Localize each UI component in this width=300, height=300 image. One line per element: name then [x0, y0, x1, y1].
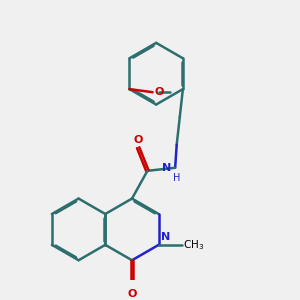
- Text: H: H: [173, 173, 180, 183]
- Text: O: O: [134, 135, 143, 145]
- Text: O: O: [127, 289, 137, 298]
- Text: N: N: [162, 163, 172, 173]
- Text: CH$_3$: CH$_3$: [183, 238, 205, 252]
- Text: O: O: [154, 87, 164, 97]
- Text: N: N: [161, 232, 170, 242]
